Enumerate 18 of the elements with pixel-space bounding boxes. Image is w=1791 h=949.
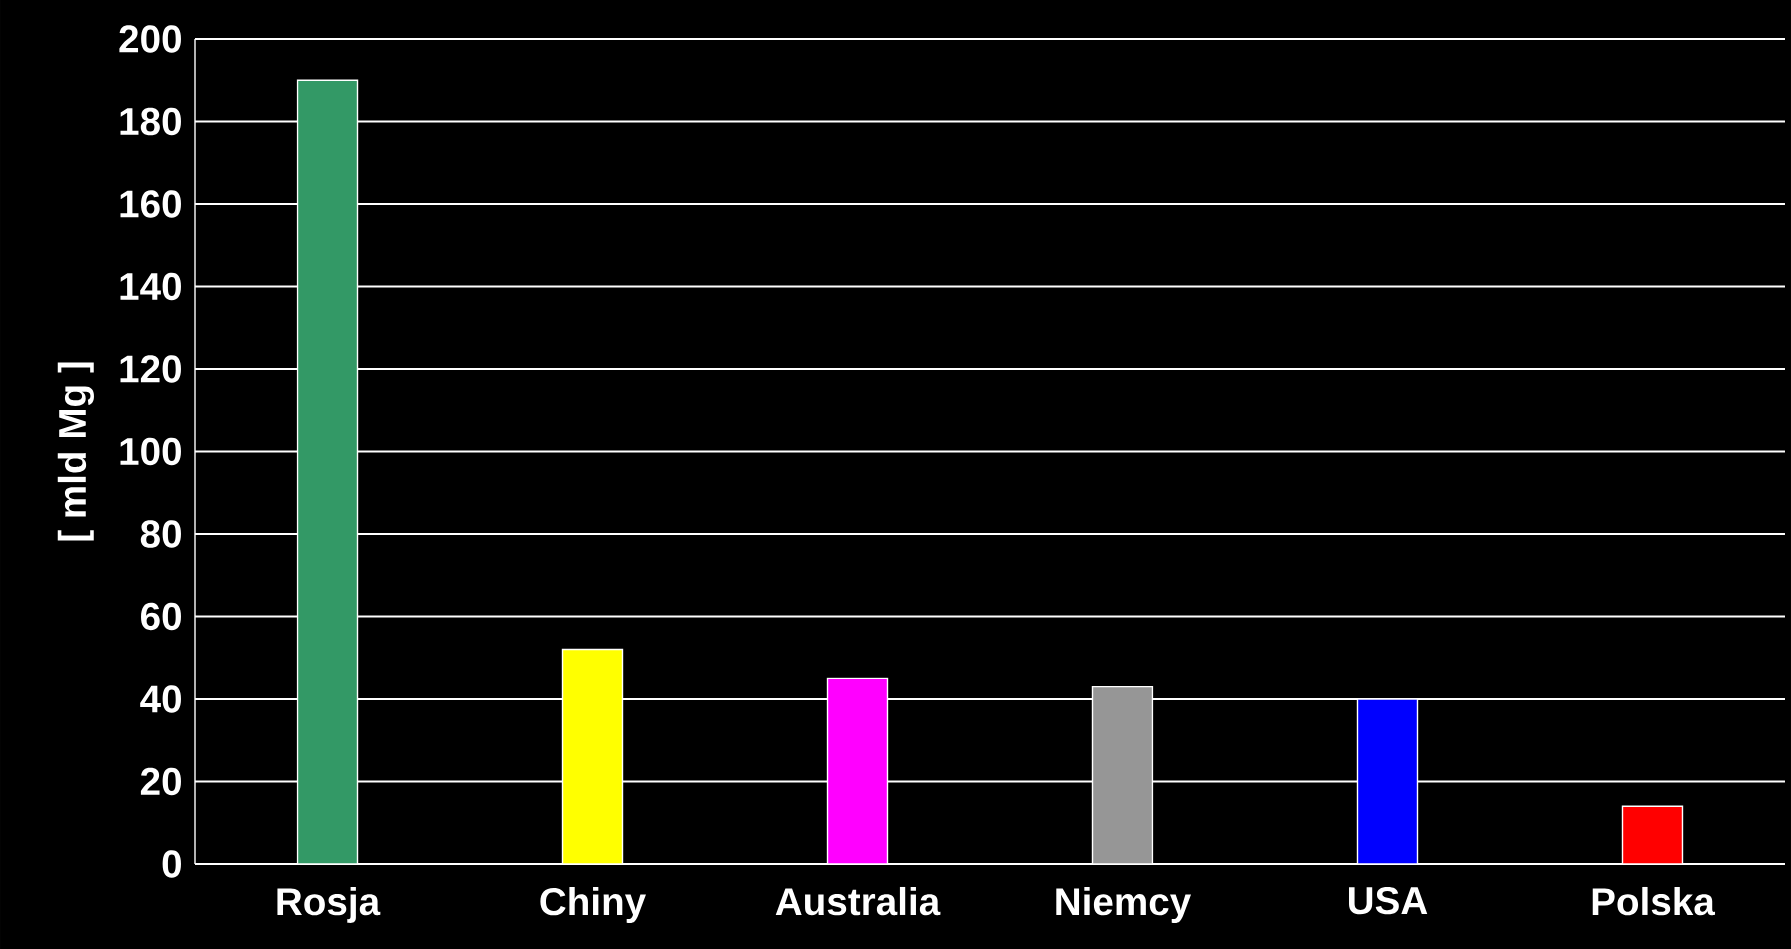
y-tick-label: 60: [141, 602, 181, 631]
y-tick-label: 80: [140, 520, 181, 548]
x-tick-label: USA: [1349, 886, 1428, 915]
y-tick-label: 200: [119, 25, 181, 53]
y-tick-label: 160: [120, 190, 181, 218]
y-axis-title: [ mld Mg ]: [57, 362, 94, 541]
y-tick-label: 20: [140, 767, 181, 796]
x-tick-label: Rosja: [277, 886, 381, 923]
y-tick-label: 180: [120, 107, 181, 136]
y-tick-label: 40: [140, 685, 181, 713]
x-tick-label: Polska: [1592, 886, 1716, 916]
x-tick-label: Chiny: [540, 886, 646, 923]
x-tick-label: Niemcy: [1056, 886, 1192, 923]
y-tick-label: 0: [162, 850, 181, 878]
x-tick-label: Australia: [775, 886, 941, 916]
y-tick-label: 100: [120, 437, 181, 466]
y-tick-label: 140: [120, 272, 181, 301]
y-tick-label: 120: [120, 355, 181, 383]
